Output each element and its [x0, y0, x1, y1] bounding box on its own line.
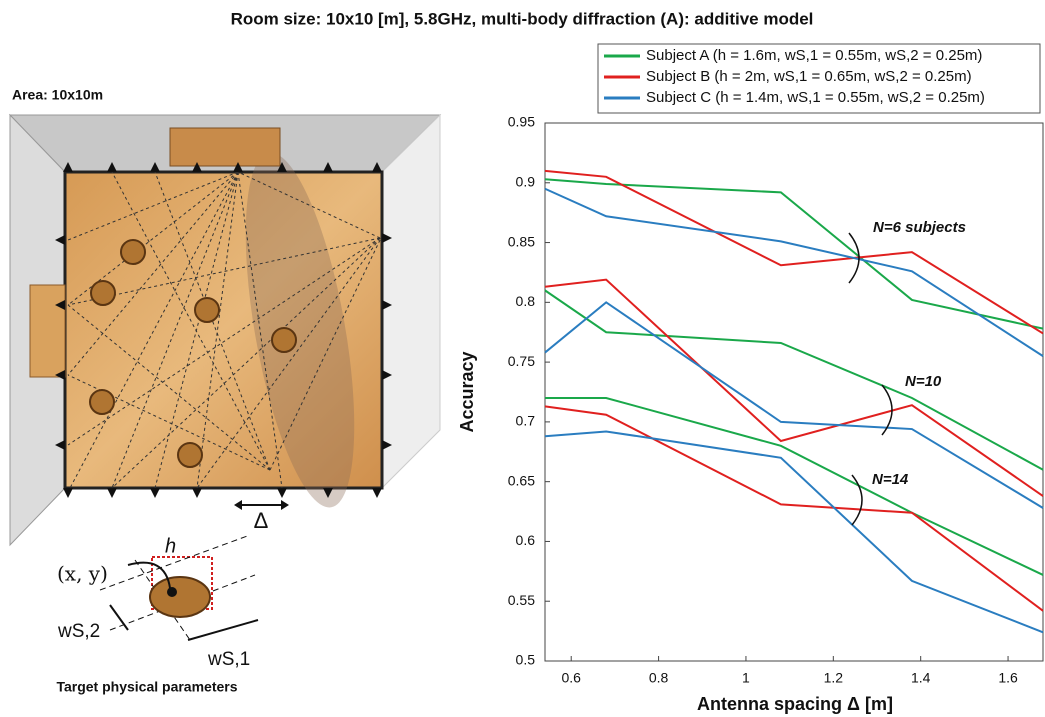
legend-label: Subject A (h = 1.6m, wS,1 = 0.55m, wS,2 …: [646, 47, 982, 64]
y-tick-label: 0.8: [516, 293, 536, 309]
figure: Room size: 10x10 [m], 5.8GHz, multi-body…: [0, 0, 1045, 717]
legend-label: Subject B (h = 2m, wS,1 = 0.65m, wS,2 = …: [646, 68, 972, 85]
x-tick-label: 0.8: [649, 670, 669, 686]
x-tick-label: 1.6: [998, 670, 1018, 686]
y-tick-label: 0.7: [516, 413, 536, 429]
group-label: N=6 subjects: [873, 219, 966, 236]
y-tick-label: 0.55: [508, 592, 535, 608]
width2-label: wS,2: [57, 621, 100, 642]
group-label: N=14: [872, 471, 909, 488]
legend-label: Subject C (h = 1.4m, wS,1 = 0.55m, wS,2 …: [646, 89, 985, 106]
x-tick-label: 1: [742, 670, 750, 686]
delta-label: Δ: [254, 508, 269, 533]
series-line: [545, 179, 1043, 328]
series-line: [545, 171, 1043, 334]
series-line: [545, 431, 1043, 632]
x-tick-label: 0.6: [561, 670, 581, 686]
y-tick-label: 0.6: [516, 532, 536, 548]
y-tick-label: 0.85: [508, 233, 535, 249]
position-label: (x, y): [57, 562, 108, 586]
group-label: N=10: [905, 373, 942, 390]
chart-title: Room size: 10x10 [m], 5.8GHz, multi-body…: [231, 9, 814, 28]
y-tick-label: 0.9: [516, 173, 536, 189]
area-label: Area: 10x10m: [12, 87, 103, 103]
series-line: [545, 290, 1043, 469]
y-tick-label: 0.75: [508, 353, 535, 369]
caption: Target physical parameters: [56, 679, 237, 695]
y-axis-label: Accuracy: [457, 351, 477, 432]
series-line: [545, 189, 1043, 356]
x-axis-label: Antenna spacing Δ [m]: [697, 694, 893, 714]
series-line: [545, 398, 1043, 575]
y-tick-label: 0.95: [508, 114, 535, 130]
width1-label: wS,1: [207, 649, 250, 670]
y-tick-label: 0.5: [516, 652, 536, 668]
x-tick-label: 1.2: [824, 670, 844, 686]
x-tick-label: 1.4: [911, 670, 931, 686]
height-label: h: [165, 535, 176, 557]
y-tick-label: 0.65: [508, 472, 535, 488]
